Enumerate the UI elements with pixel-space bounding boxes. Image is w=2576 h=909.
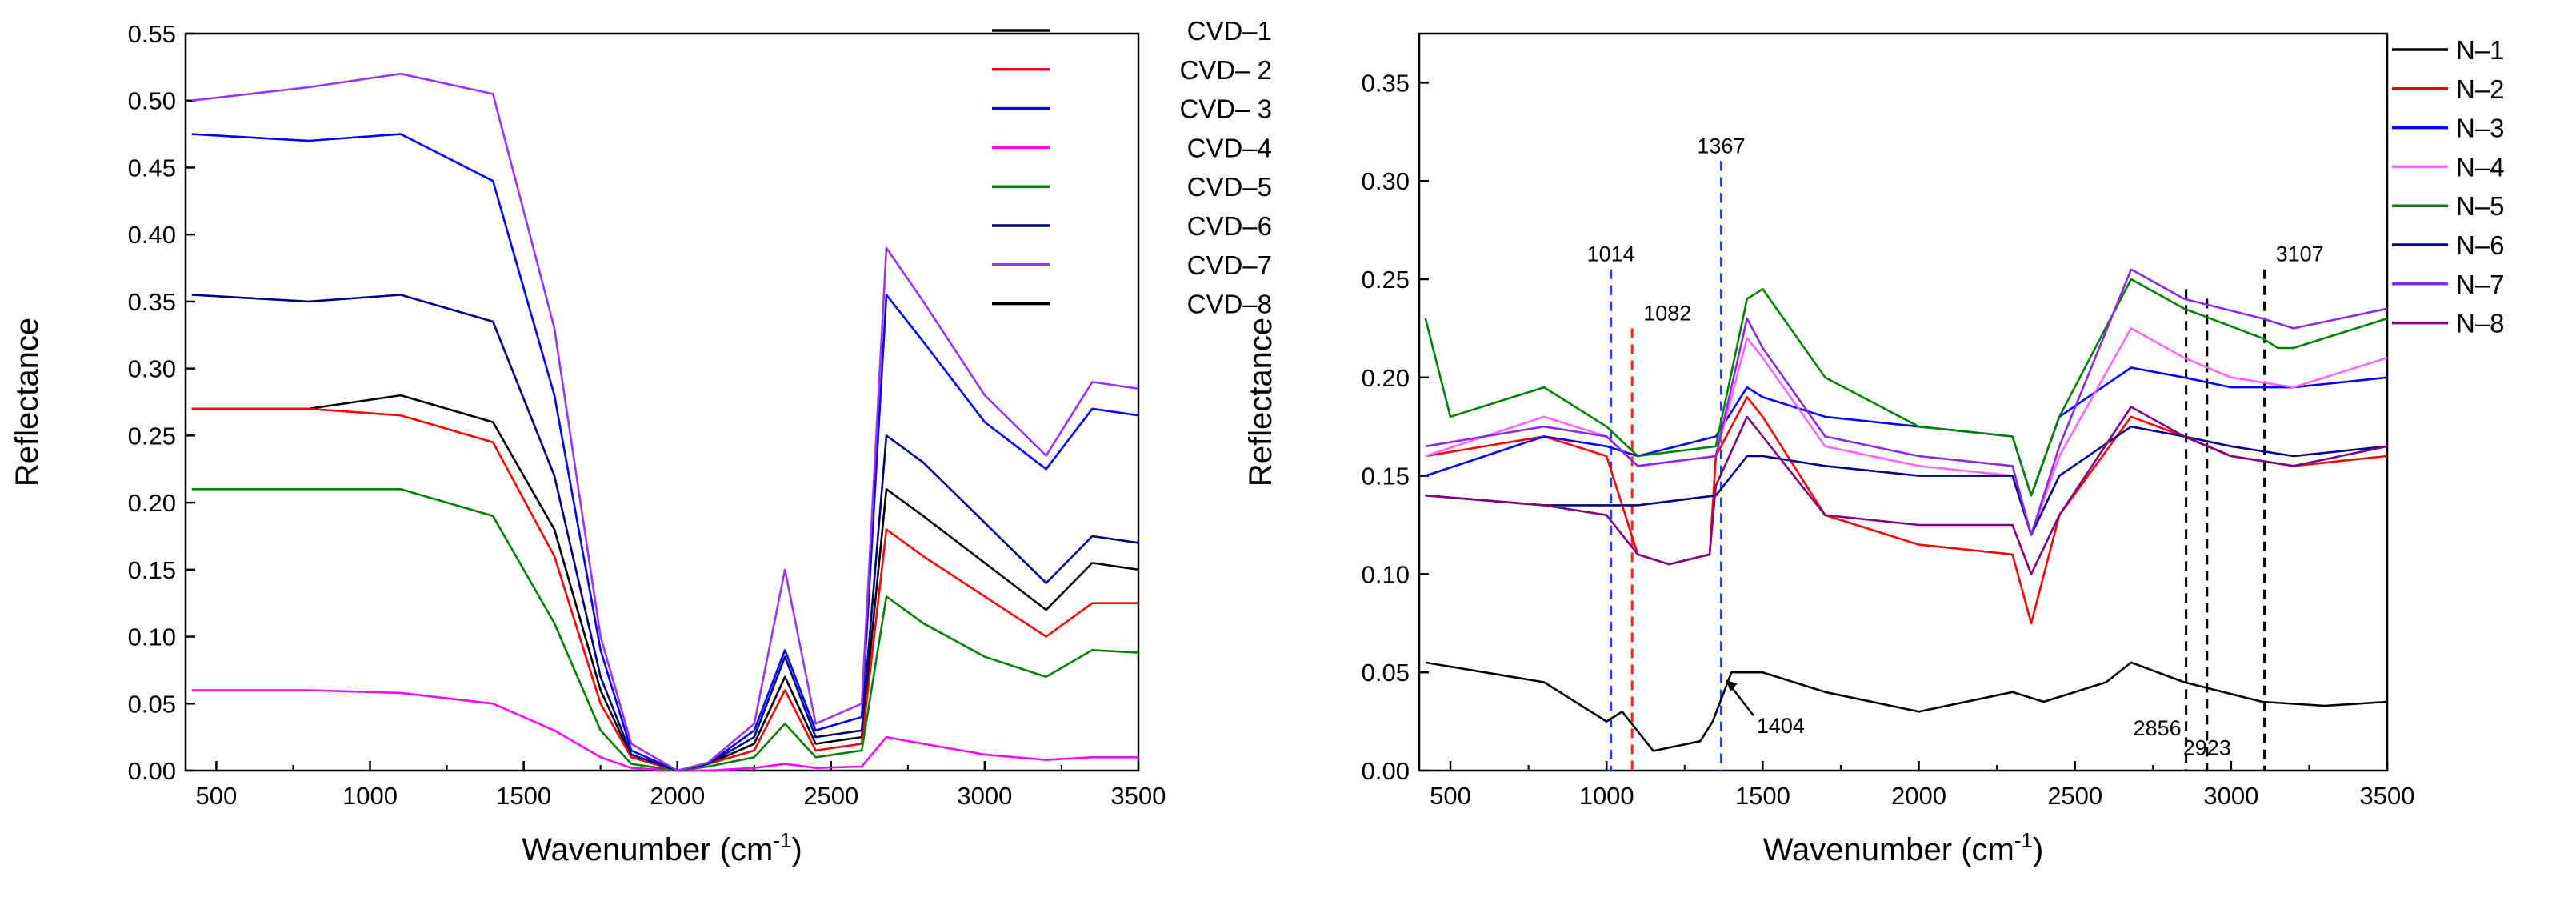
x-tick-label: 500 [196, 782, 238, 810]
x-tick-label: 1000 [1579, 782, 1634, 810]
legend-label-8: CVD–8 [1187, 290, 1272, 319]
x-tick-label: 1500 [496, 782, 551, 810]
legend-label-4: N–4 [2456, 152, 2505, 182]
reference-label-1082: 1082 [1643, 301, 1691, 325]
y-tick-label: 0.20 [128, 489, 176, 517]
x-tick-label: 3000 [957, 782, 1012, 810]
y-axis-title: Reflectance [10, 318, 45, 487]
x-axis-title: Wavenumber (cm-1) [522, 828, 802, 867]
arrow-annotation-label: 1404 [1757, 714, 1805, 738]
legend-label-8: N–8 [2456, 309, 2505, 338]
legend-label-5: N–5 [2456, 191, 2505, 221]
reference-label-2856: 2856 [2134, 716, 2182, 740]
y-tick-label: 0.55 [128, 20, 176, 48]
arrow-annotation-head [1726, 680, 1738, 692]
series-line-8 [1425, 406, 2388, 575]
x-tick-label: 1500 [1735, 782, 1790, 810]
y-tick-label: 0.50 [128, 87, 176, 115]
legend-label-4: CVD–4 [1187, 133, 1272, 162]
y-tick-label: 0.05 [1362, 659, 1410, 687]
series-line-1 [1425, 661, 2388, 752]
reference-label-2923: 2923 [2183, 735, 2231, 759]
y-tick-label: 0.45 [128, 154, 176, 182]
x-tick-label: 2000 [1891, 782, 1946, 810]
x-tick-label: 1000 [342, 782, 398, 810]
legend-label-1: CVD–1 [1187, 16, 1272, 46]
x-tick-label: 3500 [2360, 782, 2415, 810]
series-line-3 [191, 133, 1139, 772]
legend-label-7: N–7 [2456, 270, 2505, 299]
y-tick-label: 0.00 [1362, 757, 1410, 785]
series-line-6 [191, 294, 1139, 772]
spectrum-chart-cvd: 500 1000 1500 2000 2500 3000 3500 0.00 0.05 0.10 0… [10, 16, 1272, 867]
series-line-4 [191, 689, 1138, 772]
x-axis-title-close: ) [2033, 832, 2043, 867]
y-tick-label: 0.25 [1362, 266, 1410, 294]
legend-label-6: N–6 [2456, 230, 2505, 260]
x-tick-label: 3000 [2203, 782, 2258, 810]
y-tick-label: 0.00 [128, 757, 176, 785]
y-tick-label: 0.10 [1362, 560, 1410, 588]
x-tick-label: 3500 [1111, 782, 1166, 810]
series-line-5 [1424, 278, 2388, 497]
reference-label-1014: 1014 [1587, 242, 1635, 266]
series-line-5 [191, 488, 1139, 772]
legend-label-7: CVD–7 [1187, 250, 1272, 280]
x-tick-label: 2500 [803, 782, 858, 810]
legend-label-2: CVD– 2 [1179, 55, 1272, 85]
x-axis-title-superscript: -1 [2014, 828, 2033, 852]
x-axis-title-superscript: -1 [773, 828, 791, 852]
reference-label-1367: 1367 [1697, 134, 1745, 158]
legend-label-5: CVD–5 [1187, 172, 1272, 202]
y-axis-title: Reflectance [1243, 318, 1278, 487]
series-line-6 [1425, 425, 2388, 536]
x-tick-label: 500 [1430, 782, 1471, 810]
reference-label-3107: 3107 [2276, 242, 2324, 266]
series-line-2 [191, 407, 1138, 772]
legend-label-6: CVD–6 [1187, 211, 1272, 241]
series-line-7 [1425, 268, 2388, 536]
y-tick-label: 0.25 [128, 422, 176, 450]
y-tick-label: 0.40 [128, 221, 176, 249]
plot-area-frame [1418, 32, 2389, 772]
y-tick-label: 0.35 [128, 288, 176, 316]
series-line-7 [191, 72, 1139, 772]
legend-label-1: N–1 [2456, 35, 2505, 65]
series-line-1 [191, 394, 1139, 772]
spectrum-chart-n: 500 1000 1500 2000 2500 3000 3500 0.00 0.05 0.10 0… [1243, 32, 2505, 867]
y-tick-label: 0.35 [1362, 69, 1410, 97]
x-axis-title: Wavenumber (cm-1) [1763, 828, 2044, 867]
x-tick-label: 2500 [2047, 782, 2102, 810]
legend-label-2: N–2 [2456, 74, 2505, 104]
legend-label-3: CVD– 3 [1179, 94, 1272, 124]
y-tick-label: 0.15 [128, 556, 176, 584]
x-axis-title-close: ) [791, 832, 802, 867]
y-tick-label: 0.05 [128, 690, 176, 718]
y-tick-label: 0.10 [128, 623, 176, 651]
x-tick-label: 2000 [650, 782, 705, 810]
y-tick-label: 0.20 [1362, 364, 1410, 392]
y-tick-label: 0.30 [1362, 167, 1410, 195]
y-tick-label: 0.15 [1362, 463, 1410, 491]
legend-label-3: N–3 [2456, 114, 2505, 143]
y-tick-label: 0.30 [128, 355, 176, 383]
